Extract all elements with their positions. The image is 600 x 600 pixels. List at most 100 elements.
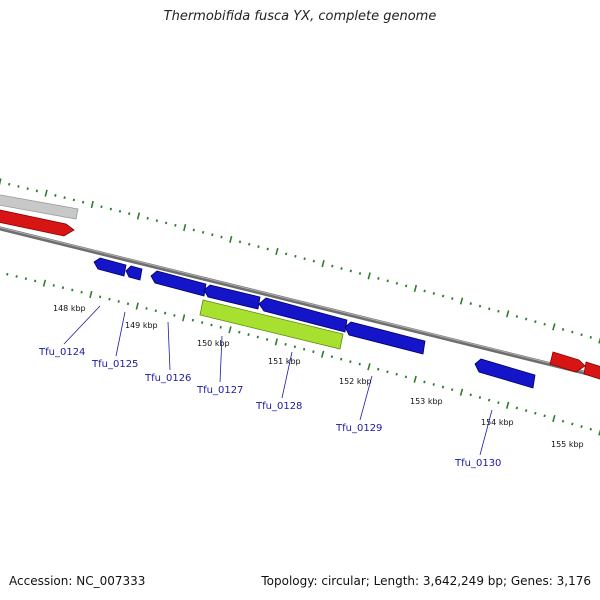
minor-tick bbox=[330, 355, 334, 359]
minor-tick bbox=[377, 276, 380, 280]
major-tick bbox=[598, 429, 600, 436]
minor-tick bbox=[478, 304, 482, 308]
minor-tick bbox=[543, 414, 546, 418]
minor-tick bbox=[423, 380, 426, 384]
gene-label-tfu-0129[interactable]: Tfu_0129 bbox=[335, 423, 382, 434]
major-tick bbox=[598, 337, 600, 344]
minor-tick bbox=[358, 272, 362, 275]
minor-tick bbox=[52, 284, 55, 287]
minor-tick bbox=[201, 321, 204, 324]
minor-tick bbox=[265, 338, 269, 341]
genome-backbone-highlight bbox=[0, 226, 591, 374]
scale-label: 150 kbp bbox=[197, 339, 230, 348]
gene-tfu-0125 bbox=[125, 265, 143, 281]
minor-tick bbox=[247, 333, 250, 336]
gene-label-tfu-0125[interactable]: Tfu_0125 bbox=[91, 359, 138, 370]
scale-label: 154 kbp bbox=[481, 418, 514, 427]
minor-tick bbox=[340, 267, 343, 270]
minor-tick bbox=[128, 212, 131, 216]
minor-tick bbox=[248, 242, 251, 246]
minor-tick bbox=[163, 311, 167, 315]
minor-tick bbox=[24, 277, 28, 281]
minor-tick bbox=[580, 425, 583, 429]
scale-label: 155 kbp bbox=[551, 440, 584, 449]
leader-tfu-0126 bbox=[167, 321, 171, 371]
minor-tick bbox=[145, 307, 148, 310]
minor-tick bbox=[220, 235, 223, 239]
minor-tick bbox=[80, 290, 83, 294]
minor-tick bbox=[312, 259, 316, 263]
minor-tick bbox=[72, 198, 75, 202]
minor-tick bbox=[201, 230, 205, 234]
major-tick bbox=[552, 323, 556, 331]
gene-label-leaders bbox=[63, 305, 493, 456]
major-tick bbox=[459, 388, 464, 396]
minor-tick bbox=[589, 335, 592, 339]
minor-tick bbox=[256, 335, 259, 339]
minor-tick bbox=[423, 289, 426, 293]
minor-tick bbox=[284, 252, 288, 256]
gene-label-tfu-0128[interactable]: Tfu_0128 bbox=[255, 401, 302, 412]
major-tick bbox=[229, 235, 233, 243]
leader-tfu-0129 bbox=[359, 375, 373, 421]
gene-label-tfu-0130[interactable]: Tfu_0130 bbox=[454, 458, 501, 469]
major-tick bbox=[321, 259, 325, 268]
major-tick bbox=[413, 375, 417, 383]
gene-label-tfu-0126[interactable]: Tfu_0126 bbox=[144, 373, 191, 384]
minor-tick bbox=[211, 233, 214, 237]
minor-tick bbox=[266, 247, 269, 251]
genome-title: Thermobifida fusca YX, complete genome bbox=[163, 9, 437, 24]
minor-tick bbox=[312, 350, 315, 354]
minor-tick bbox=[571, 330, 574, 334]
minor-tick bbox=[302, 347, 306, 351]
minor-tick bbox=[63, 196, 66, 200]
minor-tick bbox=[580, 333, 583, 337]
accession-label: Accession: NC_007333 bbox=[9, 574, 146, 588]
minor-tick bbox=[154, 309, 157, 313]
minor-tick bbox=[155, 219, 159, 223]
scale-label: 148 kbp bbox=[53, 304, 86, 313]
minor-tick bbox=[71, 288, 74, 292]
scale-label: 153 kbp bbox=[410, 397, 443, 406]
minor-tick bbox=[469, 393, 472, 397]
major-tick bbox=[135, 302, 139, 310]
minor-tick bbox=[117, 300, 120, 303]
minor-tick bbox=[377, 367, 380, 371]
major-tick bbox=[42, 279, 47, 287]
leader-tfu-0125 bbox=[115, 311, 126, 357]
gene-label-tfu-0127[interactable]: Tfu_0127 bbox=[196, 385, 243, 396]
minor-tick bbox=[146, 216, 149, 220]
minor-tick bbox=[340, 357, 343, 361]
gene-tfu-0128 bbox=[258, 297, 348, 333]
minor-tick bbox=[35, 189, 39, 193]
major-tick bbox=[367, 272, 371, 280]
minor-tick bbox=[524, 317, 528, 321]
minor-tick bbox=[349, 360, 352, 364]
minor-tick bbox=[108, 297, 111, 301]
scale-label: 152 kbp bbox=[339, 377, 372, 386]
gene-label-tfu-0124[interactable]: Tfu_0124 bbox=[38, 347, 85, 358]
major-tick bbox=[136, 212, 141, 220]
gene-tfu-0129 bbox=[344, 321, 426, 355]
minor-tick bbox=[17, 185, 20, 188]
minor-tick bbox=[386, 370, 389, 374]
major-tick bbox=[182, 314, 186, 322]
minor-tick bbox=[54, 193, 57, 197]
minor-tick bbox=[34, 279, 37, 283]
major-tick bbox=[552, 414, 556, 423]
scale-label: 151 kbp bbox=[268, 357, 301, 366]
minor-tick bbox=[432, 383, 435, 386]
minor-tick bbox=[571, 422, 574, 426]
minor-tick bbox=[589, 427, 592, 431]
gene-tfu-0128a bbox=[203, 284, 261, 310]
minor-tick bbox=[294, 254, 297, 258]
minor-tick bbox=[173, 314, 176, 317]
minor-tick bbox=[488, 307, 491, 311]
major-tick bbox=[413, 284, 418, 293]
minor-tick bbox=[174, 223, 177, 227]
minor-tick bbox=[404, 375, 408, 379]
major-tick bbox=[320, 350, 325, 358]
minor-tick bbox=[451, 388, 454, 392]
